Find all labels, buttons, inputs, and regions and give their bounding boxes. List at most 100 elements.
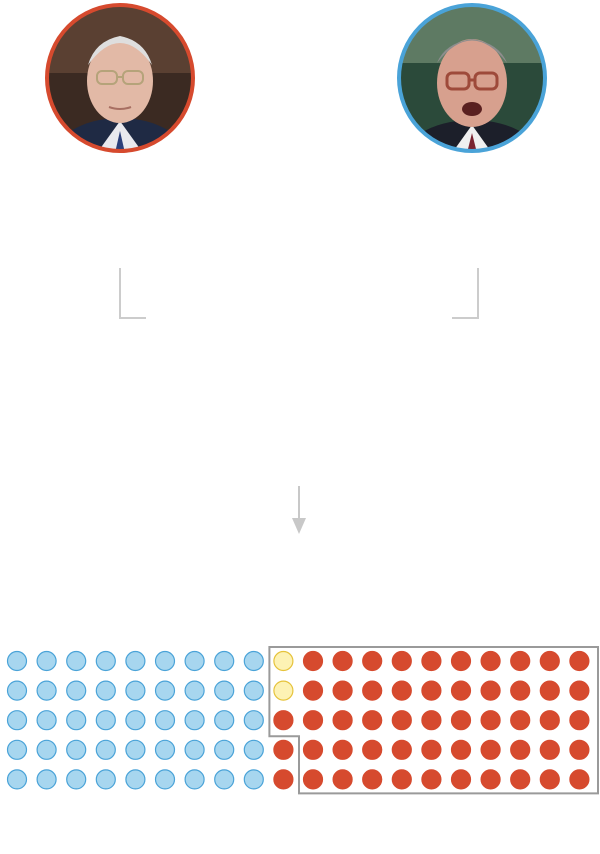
seat-dot bbox=[6, 739, 28, 760]
corner-bracket-right bbox=[452, 268, 479, 319]
seat-dot bbox=[36, 650, 57, 672]
corner-bracket-left bbox=[119, 268, 146, 319]
seat-dot bbox=[273, 650, 294, 672]
seat-dot bbox=[569, 680, 590, 701]
seat-dot bbox=[36, 680, 57, 701]
seat-dot bbox=[510, 769, 531, 790]
seat-dot bbox=[95, 739, 116, 760]
seat-dot bbox=[302, 769, 324, 790]
seat-dot bbox=[391, 680, 412, 701]
seat-dot bbox=[510, 650, 531, 672]
seat-dot bbox=[391, 650, 412, 672]
seat-dot bbox=[421, 680, 442, 701]
seat-dot bbox=[510, 710, 531, 731]
seat-dot bbox=[214, 739, 235, 760]
seat-dot bbox=[332, 650, 353, 672]
seat-dot bbox=[539, 650, 560, 672]
seat-dot bbox=[480, 739, 501, 760]
seat-dot bbox=[154, 650, 176, 672]
seat-dot bbox=[273, 680, 294, 701]
seat-dot bbox=[569, 650, 590, 672]
seat-dot bbox=[6, 650, 28, 672]
seat-dot bbox=[362, 710, 383, 731]
seat-dot bbox=[243, 650, 264, 672]
seat-dot bbox=[243, 710, 264, 731]
seat-dot bbox=[273, 739, 294, 760]
seat-dot bbox=[480, 680, 501, 701]
seat-dot bbox=[362, 680, 383, 701]
portrait-photo bbox=[45, 3, 195, 153]
seat-dot bbox=[539, 680, 560, 701]
seat-dot bbox=[184, 650, 205, 672]
seat-dot bbox=[95, 769, 116, 790]
seat-dot bbox=[362, 650, 383, 672]
seat-dot bbox=[510, 739, 531, 760]
seat-dot bbox=[391, 769, 412, 790]
seat-dot bbox=[214, 680, 235, 701]
seat-dot bbox=[421, 769, 442, 790]
seat-dot bbox=[480, 710, 501, 731]
majority-outline bbox=[268, 646, 599, 795]
seat-dot bbox=[243, 739, 264, 760]
seat-dot bbox=[510, 680, 531, 701]
seat-dot bbox=[332, 739, 353, 760]
seat-dot bbox=[332, 710, 353, 731]
seat-dot bbox=[154, 739, 176, 760]
party-ring-left bbox=[45, 3, 195, 153]
seat-dot bbox=[36, 769, 57, 790]
seat-dot bbox=[302, 739, 324, 760]
seat-dot bbox=[421, 739, 442, 760]
seat-dot bbox=[450, 680, 472, 701]
seat-dot bbox=[184, 680, 205, 701]
seat-dot bbox=[450, 739, 472, 760]
seat-dot bbox=[125, 739, 146, 760]
seat-dot bbox=[362, 739, 383, 760]
seat-dot bbox=[154, 710, 176, 731]
senate-seat-chart bbox=[6, 646, 599, 795]
seat-dot bbox=[539, 710, 560, 731]
seat-dot bbox=[421, 710, 442, 731]
seat-dot bbox=[243, 769, 264, 790]
leader-portrait-right bbox=[397, 3, 547, 153]
seat-dot bbox=[125, 680, 146, 701]
seat-dot bbox=[243, 680, 264, 701]
seat-dot bbox=[569, 769, 590, 790]
seat-dot bbox=[66, 769, 87, 790]
seat-dot bbox=[421, 650, 442, 672]
seat-dot bbox=[332, 769, 353, 790]
seat-dot bbox=[450, 710, 472, 731]
seat-dot bbox=[125, 650, 146, 672]
seat-dot bbox=[362, 769, 383, 790]
portrait-photo bbox=[397, 3, 547, 153]
seat-dot bbox=[450, 769, 472, 790]
seat-dot bbox=[125, 769, 146, 790]
seat-dot bbox=[6, 769, 28, 790]
seat-dot bbox=[539, 769, 560, 790]
seat-dot bbox=[569, 739, 590, 760]
seat-dot bbox=[273, 769, 294, 790]
down-arrow-icon bbox=[292, 486, 306, 534]
seat-dot bbox=[273, 710, 294, 731]
seat-dot bbox=[569, 710, 590, 731]
seat-dot bbox=[391, 710, 412, 731]
seat-dot bbox=[125, 710, 146, 731]
seat-dot bbox=[302, 710, 324, 731]
seat-dot bbox=[391, 739, 412, 760]
seat-dot bbox=[95, 710, 116, 731]
leader-portrait-left bbox=[45, 3, 195, 153]
seat-dot bbox=[184, 769, 205, 790]
seat-dot bbox=[36, 739, 57, 760]
seat-dot bbox=[66, 710, 87, 731]
seat-dot bbox=[184, 710, 205, 731]
seat-dot bbox=[66, 650, 87, 672]
seat-dot bbox=[36, 710, 57, 731]
seat-dot bbox=[66, 739, 87, 760]
seat-dot bbox=[302, 680, 324, 701]
seat-dot bbox=[480, 769, 501, 790]
seat-dot bbox=[480, 650, 501, 672]
seat-dot bbox=[214, 650, 235, 672]
seat-dot bbox=[214, 710, 235, 731]
seat-dot bbox=[154, 680, 176, 701]
seat-dot bbox=[214, 769, 235, 790]
seat-dot bbox=[95, 680, 116, 701]
